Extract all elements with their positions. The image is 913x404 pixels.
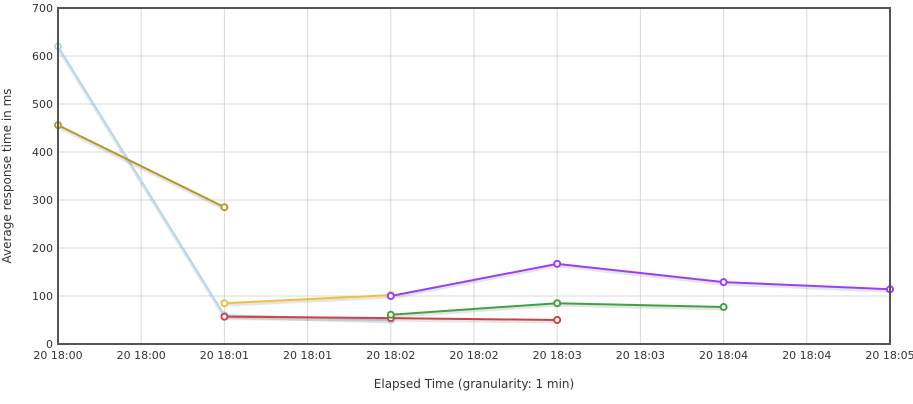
y-tick-label: 700: [32, 2, 53, 15]
x-tick-label: 20 18:04: [699, 349, 748, 362]
plot-frame: [57, 7, 891, 345]
grid: [57, 7, 891, 345]
x-tick-label: 20 18:00: [117, 349, 166, 362]
data-point[interactable]: [220, 203, 229, 212]
series-line: [390, 262, 891, 297]
series-4: [386, 259, 894, 300]
x-tick-label: 20 18:03: [533, 349, 582, 362]
y-tick-label: 300: [32, 194, 53, 207]
data-point[interactable]: [220, 312, 229, 321]
data-point[interactable]: [719, 303, 728, 312]
y-tick-label: 600: [32, 50, 53, 63]
data-point[interactable]: [220, 299, 229, 308]
x-tick-label: 20 18:00: [33, 349, 82, 362]
series-line: [57, 124, 225, 209]
series-1: [54, 121, 229, 212]
series-line: [224, 294, 391, 305]
x-tick-label: 20 18:04: [782, 349, 831, 362]
y-axis-label: Average response time in ms: [0, 88, 14, 263]
series-shadow: [224, 295, 391, 307]
data-point[interactable]: [553, 259, 562, 268]
data-point[interactable]: [719, 278, 728, 287]
y-tick-label: 200: [32, 242, 53, 255]
series-5: [386, 299, 728, 319]
series-shadow: [390, 264, 891, 300]
y-axis-ticks: 0 100 200 300 400 500 600 700: [32, 2, 53, 351]
y-tick-label: 400: [32, 146, 53, 159]
y-tick-label: 0: [46, 338, 53, 351]
y-tick-label: 500: [32, 98, 53, 111]
series-group: [54, 42, 894, 324]
series-shadow: [57, 125, 226, 211]
data-point[interactable]: [553, 316, 562, 324]
x-axis-ticks: 20 18:00 20 18:00 20 18:01 20 18:01 20 18:02…: [33, 349, 913, 362]
x-tick-label: 20 18:01: [200, 349, 249, 362]
data-point[interactable]: [386, 292, 395, 300]
x-tick-label: 20 18:02: [366, 349, 415, 362]
x-tick-label: 20 18:05: [865, 349, 913, 362]
x-tick-label: 20 18:02: [449, 349, 498, 362]
x-tick-label: 20 18:01: [283, 349, 332, 362]
y-tick-label: 100: [32, 290, 53, 303]
data-point[interactable]: [386, 310, 395, 319]
x-tick-label: 20 18:03: [616, 349, 665, 362]
x-axis-label: Elapsed Time (granularity: 1 min): [374, 377, 574, 391]
data-point[interactable]: [553, 299, 562, 308]
